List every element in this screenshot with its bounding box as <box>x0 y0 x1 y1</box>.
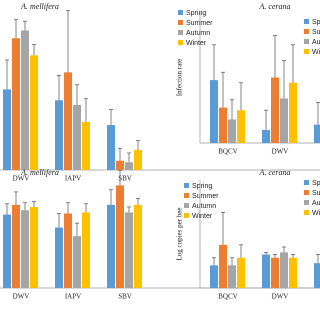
bar <box>12 38 20 170</box>
x-tick-label: DWV <box>13 175 30 183</box>
bar <box>82 212 90 288</box>
bar <box>55 227 63 288</box>
legend-swatch <box>184 203 189 208</box>
bar <box>289 257 297 288</box>
bar <box>125 162 133 170</box>
bar <box>314 263 320 288</box>
legend-swatch <box>304 29 309 34</box>
bar <box>55 100 63 170</box>
y-axis-label: Log copies per bee <box>176 207 184 260</box>
bar <box>116 185 124 288</box>
bar <box>64 72 72 170</box>
bar <box>289 82 297 143</box>
bar <box>314 124 320 143</box>
x-tick-label: SBV <box>118 175 132 183</box>
legend-swatch <box>178 20 183 25</box>
legend-swatch <box>304 49 309 54</box>
legend-label: Autumn <box>186 30 210 37</box>
bar <box>3 214 11 288</box>
bar <box>82 121 90 170</box>
x-tick-label: IAPV <box>65 175 81 183</box>
legend-label: Winter <box>186 40 207 47</box>
x-tick-label: SBV <box>118 293 132 301</box>
bar <box>228 119 236 143</box>
legend-swatch <box>304 39 309 44</box>
chart-title: A. mellifera <box>20 2 59 11</box>
bar <box>134 204 142 288</box>
bar <box>125 212 133 288</box>
legend-label: Winter <box>192 213 213 220</box>
legend-swatch <box>304 19 309 24</box>
x-tick-label: BQCV <box>218 293 237 301</box>
legend-label: Summer <box>312 190 320 197</box>
bar <box>262 254 270 288</box>
bar <box>262 129 270 143</box>
bar <box>280 252 288 288</box>
bar <box>116 160 124 170</box>
legend-swatch <box>304 180 309 185</box>
bar <box>219 107 227 143</box>
legend-label: Autumn <box>312 39 320 46</box>
bar <box>219 244 227 288</box>
bar <box>210 80 218 143</box>
legend-swatch <box>184 213 189 218</box>
legend-label: Spring <box>186 10 206 17</box>
legend-label: Autumn <box>312 200 320 207</box>
legend-label: Summer <box>312 29 320 36</box>
legend-swatch <box>304 200 309 205</box>
chart-title: A. cerana <box>258 2 290 11</box>
legend-swatch <box>178 10 183 15</box>
legend-swatch <box>304 190 309 195</box>
bar <box>3 89 11 170</box>
x-tick-label: DWV <box>272 293 289 301</box>
bar <box>237 110 245 143</box>
y-axis-label: Infection rate <box>176 59 184 97</box>
legend-label: Summer <box>186 20 213 27</box>
legend-label: Spring <box>312 19 320 26</box>
bar <box>73 104 81 170</box>
bar <box>21 210 29 288</box>
x-tick-label: BQCV <box>218 148 237 156</box>
bar <box>271 77 279 143</box>
bar <box>134 149 142 170</box>
bar <box>12 204 20 288</box>
legend-label: Winter <box>312 210 320 217</box>
bar <box>107 204 115 288</box>
x-tick-label: DWV <box>272 148 289 156</box>
legend-label: Winter <box>312 49 320 56</box>
chart-title: A. mellifera <box>20 168 59 177</box>
bar <box>228 265 236 288</box>
bar <box>107 125 115 170</box>
bar <box>73 236 81 288</box>
bar <box>280 98 288 143</box>
bar <box>237 257 245 288</box>
legend-label: Spring <box>312 180 320 187</box>
bar <box>30 55 38 170</box>
bar <box>21 30 29 170</box>
legend-label: Summer <box>192 193 219 200</box>
legend-label: Autumn <box>192 203 216 210</box>
legend-swatch <box>184 193 189 198</box>
chart-title: A. cerana <box>258 168 290 177</box>
legend-label: Spring <box>192 183 212 190</box>
x-tick-label: IAPV <box>65 293 81 301</box>
legend-swatch <box>184 183 189 188</box>
bar <box>271 257 279 288</box>
bar <box>210 265 218 288</box>
x-tick-label: DWV <box>13 293 30 301</box>
legend-swatch <box>178 30 183 35</box>
legend-swatch <box>304 210 309 215</box>
bar <box>30 207 38 288</box>
legend-swatch <box>178 40 183 45</box>
bar <box>64 213 72 288</box>
